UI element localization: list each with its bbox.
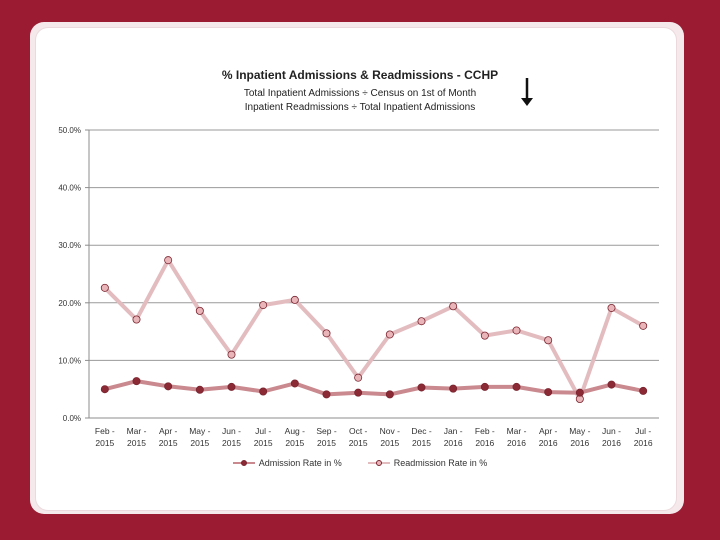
data-point	[100, 385, 109, 394]
data-point	[164, 382, 173, 391]
data-point	[164, 256, 173, 265]
y-tick-labels: 0.0% 10.0% 20.0% 30.0% 40.0% 50.0%	[58, 126, 81, 423]
series-line	[104, 379, 644, 397]
x-tick-label: Dec -	[411, 426, 431, 436]
data-point	[607, 380, 616, 389]
x-tick-label: Apr -	[159, 426, 178, 436]
x-tick-label: 2015	[380, 438, 399, 448]
data-point	[259, 387, 268, 396]
legend-label-readmission: Readmission Rate in %	[393, 458, 488, 468]
data-point	[227, 382, 236, 391]
x-tick-label: 2016	[570, 438, 589, 448]
data-point	[385, 390, 394, 399]
x-tick-label: May -	[189, 426, 210, 436]
data-point	[227, 350, 236, 359]
x-tick-label: Mar -	[507, 426, 527, 436]
data-point	[132, 377, 141, 386]
x-tick-label: Sep -	[316, 426, 336, 436]
data-point	[449, 302, 458, 311]
x-tick-labels: Feb - 2015 Mar - 2015 Apr - 2015 May - 2015 Jun …	[95, 426, 653, 448]
legend-swatch-readmission	[367, 459, 390, 467]
data-point	[544, 388, 553, 397]
data-point	[449, 384, 458, 393]
data-point	[290, 295, 299, 304]
x-tick-label: Feb -	[475, 426, 495, 436]
x-tick-label: Feb -	[95, 426, 115, 436]
y-tick-label: 10.0%	[58, 356, 81, 365]
x-tick-label: May -	[569, 426, 590, 436]
data-point	[607, 303, 616, 312]
x-tick-label: 2015	[95, 438, 114, 448]
x-tick-label: 2015	[254, 438, 273, 448]
x-tick-label: 2015	[222, 438, 241, 448]
x-tick-label: Mar -	[127, 426, 147, 436]
y-tick-label: 30.0%	[58, 241, 81, 250]
data-point	[417, 383, 426, 392]
data-point	[385, 330, 394, 339]
data-point	[195, 306, 204, 315]
data-point	[512, 382, 521, 391]
x-tick-label: 2015	[349, 438, 368, 448]
y-tick-label: 50.0%	[58, 126, 81, 135]
x-tick-label: 2015	[190, 438, 209, 448]
legend-label-admission: Admission Rate in %	[258, 458, 342, 468]
axes	[85, 129, 659, 419]
data-point	[354, 373, 363, 382]
y-tick-label: 40.0%	[58, 184, 81, 193]
y-tick-label: 20.0%	[58, 299, 81, 308]
legend-item-admission: Admission Rate in %	[232, 458, 342, 468]
x-tick-label: 2016	[475, 438, 494, 448]
x-tick-label: Jul -	[635, 426, 651, 436]
x-tick-label: 2015	[412, 438, 431, 448]
x-tick-label: Oct -	[349, 426, 368, 436]
x-tick-label: Jul -	[255, 426, 271, 436]
x-tick-label: Apr -	[539, 426, 558, 436]
chart-legend: Admission Rate in % Readmission Rate in …	[0, 458, 720, 468]
series-lines	[100, 256, 648, 403]
y-tick-label: 0.0%	[63, 414, 81, 423]
x-tick-label: 2015	[317, 438, 336, 448]
x-tick-label: 2016	[539, 438, 558, 448]
data-point	[290, 379, 299, 388]
x-tick-label: 2016	[444, 438, 463, 448]
data-point	[417, 317, 426, 326]
x-tick-label: Jun -	[602, 426, 621, 436]
data-point	[575, 388, 584, 397]
data-point	[259, 301, 268, 310]
legend-swatch-admission	[232, 459, 255, 467]
down-arrow-icon	[521, 78, 533, 106]
x-tick-label: Nov -	[380, 426, 400, 436]
x-tick-label: 2015	[285, 438, 304, 448]
chart-title: % Inpatient Admissions & Readmissions - …	[221, 68, 499, 82]
x-tick-label: 2016	[634, 438, 653, 448]
data-point	[639, 321, 648, 330]
x-tick-label: 2015	[127, 438, 146, 448]
chart-panel	[36, 28, 676, 510]
grid-lines	[89, 129, 659, 361]
x-tick-label: Jun -	[222, 426, 241, 436]
legend-item-readmission: Readmission Rate in %	[367, 458, 488, 468]
x-tick-label: 2016	[507, 438, 526, 448]
data-point	[512, 326, 521, 335]
chart-subtitle-line-2: Inpatient Readmissions ÷ Total Inpatient…	[244, 102, 476, 113]
x-tick-label: 2016	[602, 438, 621, 448]
data-point	[132, 315, 141, 324]
series-line	[103, 258, 645, 401]
x-tick-label: Aug -	[285, 426, 305, 436]
data-point	[354, 388, 363, 397]
data-point	[195, 385, 204, 394]
data-point	[322, 329, 331, 338]
data-point	[480, 382, 489, 391]
x-tick-label: 2015	[159, 438, 178, 448]
data-point	[544, 336, 553, 345]
data-point	[100, 283, 109, 292]
data-point	[639, 386, 648, 395]
data-point	[322, 390, 331, 399]
data-point	[480, 331, 489, 340]
chart-subtitle-line-1: Total Inpatient Admissions ÷ Census on 1…	[243, 88, 477, 99]
x-tick-label: Jan -	[444, 426, 463, 436]
